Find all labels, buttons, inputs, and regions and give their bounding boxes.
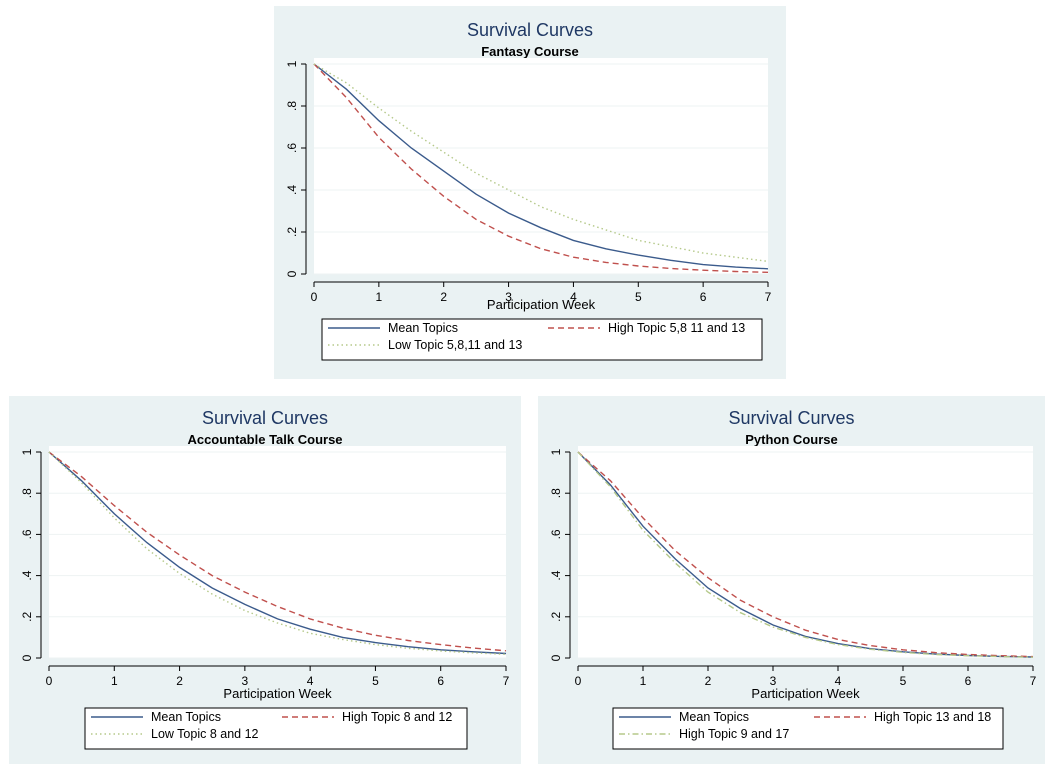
series-line-1 — [313, 63, 769, 270]
chart-title: Survival Curves — [202, 408, 328, 428]
x-tick-label: 7 — [765, 290, 772, 304]
legend-label-3: Low Topic 8 and 12 — [151, 727, 259, 741]
x-axis-label: Participation Week — [487, 297, 596, 312]
x-tick-label: 4 — [307, 674, 314, 688]
x-axis-label: Participation Week — [223, 686, 332, 701]
legend-label-1: Mean Topics — [679, 710, 749, 724]
chart-panel-fantasy: Survival Curves Fantasy Course 0 .2 .4 .6 .8 1 0… — [274, 6, 786, 379]
x-tick-label: 5 — [372, 674, 379, 688]
x-tick-label: 3 — [242, 674, 249, 688]
y-tick-label: 0 — [285, 270, 299, 277]
series-line-1 — [577, 451, 1034, 658]
x-tick-label: 4 — [835, 674, 842, 688]
series-line-3 — [577, 451, 1034, 658]
series-line-2 — [577, 451, 1034, 658]
legend-box — [84, 707, 468, 750]
x-tick-label: 3 — [505, 290, 512, 304]
legend-label-2: High Topic 13 and 18 — [874, 710, 991, 724]
x-tick-label: 5 — [900, 674, 907, 688]
x-tick-label: 2 — [705, 674, 712, 688]
x-tick-label: 0 — [575, 674, 582, 688]
plot-area — [49, 446, 506, 658]
legend-label-2: High Topic 5,8 11 and 13 — [608, 321, 745, 335]
x-tick-label: 5 — [635, 290, 642, 304]
x-tick-label: 0 — [46, 674, 53, 688]
x-tick-label: 2 — [176, 674, 183, 688]
x-tick-label: 1 — [376, 290, 383, 304]
x-tick-label: 0 — [311, 290, 318, 304]
x-tick-label: 6 — [965, 674, 972, 688]
y-tick-label: .8 — [549, 488, 563, 498]
series-line-2 — [48, 451, 507, 652]
chart-panel-python: Survival Curves Python Course 0 .2 .4 .6 .8 1 0 1… — [538, 396, 1045, 764]
x-tick-label: 1 — [640, 674, 647, 688]
x-axis-label: Participation Week — [751, 686, 860, 701]
x-tick-label: 7 — [1030, 674, 1037, 688]
chart-subtitle: Fantasy Course — [481, 44, 579, 59]
chart-title: Survival Curves — [728, 408, 854, 428]
y-tick-label: .6 — [549, 529, 563, 539]
y-tick-label: .8 — [285, 101, 299, 111]
x-tick-label: 6 — [700, 290, 707, 304]
x-tick-label: 4 — [570, 290, 577, 304]
chart-subtitle: Accountable Talk Course — [187, 432, 342, 447]
legend-label-3: High Topic 9 and 17 — [679, 727, 789, 741]
series-line-1 — [48, 451, 507, 655]
x-tick-label: 3 — [770, 674, 777, 688]
y-tick-label: .2 — [285, 227, 299, 237]
series-line-3 — [48, 451, 507, 655]
y-tick-label: .2 — [549, 611, 563, 621]
legend-box — [612, 707, 1004, 750]
x-tick-label: 6 — [437, 674, 444, 688]
legend-label-1: Mean Topics — [388, 321, 458, 335]
y-tick-label: .6 — [285, 143, 299, 153]
chart-title: Survival Curves — [467, 20, 593, 40]
y-tick-label: 1 — [285, 60, 299, 67]
chart-panel-accountable-talk: Survival Curves Accountable Talk Course 0.… — [9, 396, 521, 764]
x-tick-label: 2 — [440, 290, 447, 304]
y-tick-label: .6 — [20, 529, 34, 539]
x-tick-label: 1 — [111, 674, 118, 688]
chart-accountable-talk: Survival Curves Accountable Talk Course 0.… — [20, 408, 510, 750]
plot-area — [314, 58, 768, 274]
legend-label-3: Low Topic 5,8,11 and 13 — [388, 338, 522, 352]
series-line-2 — [313, 63, 769, 273]
plot-area — [578, 446, 1033, 658]
chart-python: Survival Curves Python Course 0 .2 .4 .6 .8 1 0 1… — [549, 408, 1037, 750]
x-tick-label: 7 — [503, 674, 510, 688]
y-tick-label: 0 — [549, 654, 563, 661]
y-tick-label: .4 — [549, 570, 563, 580]
y-tick-label: .4 — [285, 185, 299, 195]
legend-label-2: High Topic 8 and 12 — [342, 710, 452, 724]
y-tick-label: 1 — [549, 448, 563, 455]
y-tick-label: .8 — [20, 488, 34, 498]
y-tick-label: .4 — [20, 570, 34, 580]
y-tick-label: 0 — [20, 654, 34, 661]
y-tick-label: 1 — [20, 448, 34, 455]
legend-box — [321, 318, 763, 361]
chart-subtitle: Python Course — [745, 432, 837, 447]
legend-label-1: Mean Topics — [151, 710, 221, 724]
y-tick-label: .2 — [20, 611, 34, 621]
chart-fantasy: Survival Curves Fantasy Course 0 .2 .4 .6 .8 1 0… — [285, 20, 772, 361]
